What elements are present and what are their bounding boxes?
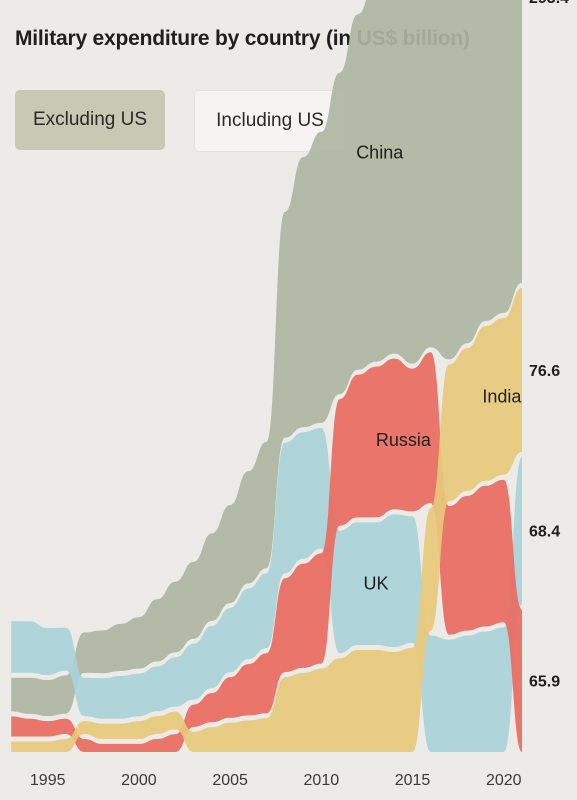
x-tick-label: 2020 xyxy=(486,772,522,789)
x-tick-label: 1995 xyxy=(30,772,66,789)
excluding-us-toggle-label: Excluding US xyxy=(32,109,148,130)
x-axis: 1995 2000 2005 2010 2015 2020 xyxy=(30,772,522,789)
series-label-russia: Russia xyxy=(376,430,432,450)
stream-russia xyxy=(11,352,522,752)
streams-layer xyxy=(11,0,522,752)
excluding-us-toggle[interactable]: Excluding US xyxy=(15,90,165,150)
end-value-india: 76.6 xyxy=(529,363,560,380)
stream-china xyxy=(11,0,522,717)
end-value-russia: 65.9 xyxy=(529,674,560,691)
x-tick-label: 2000 xyxy=(121,772,157,789)
stream-uk xyxy=(11,427,522,752)
x-tick-label: 2015 xyxy=(395,772,431,789)
including-us-toggle-label: Including US xyxy=(216,110,324,131)
end-value-china: 293.4 xyxy=(529,0,569,7)
series-label-india: India xyxy=(482,386,522,406)
series-label-uk: UK xyxy=(364,574,389,594)
x-tick-label: 2005 xyxy=(212,772,248,789)
x-tick-label: 2010 xyxy=(304,772,340,789)
series-label-china: China xyxy=(356,143,404,163)
end-value-uk: 68.4 xyxy=(529,524,560,541)
